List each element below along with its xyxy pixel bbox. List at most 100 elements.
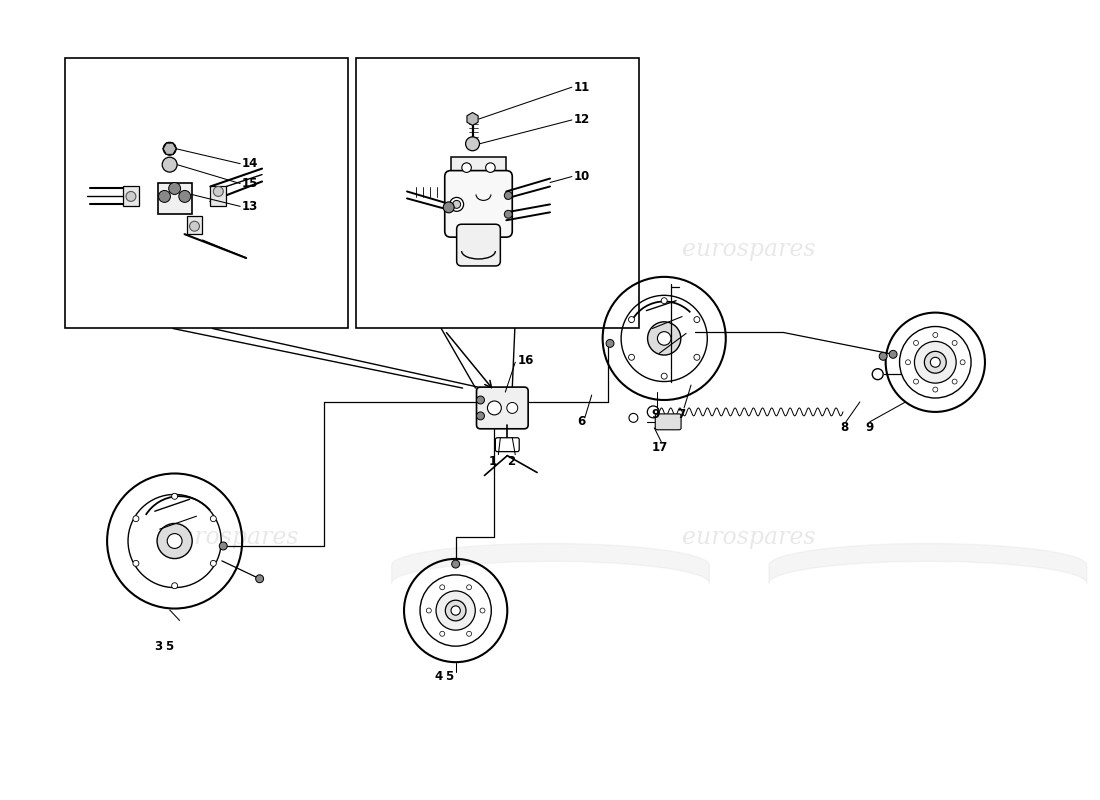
Text: 3: 3 — [155, 640, 163, 653]
Text: 11: 11 — [574, 81, 590, 94]
Text: 6: 6 — [576, 415, 585, 428]
Circle shape — [628, 317, 635, 322]
Text: 10: 10 — [574, 170, 590, 183]
Circle shape — [933, 333, 938, 338]
FancyBboxPatch shape — [444, 170, 513, 237]
Bar — [210, 186, 227, 206]
Circle shape — [914, 342, 956, 383]
Circle shape — [466, 631, 472, 636]
Circle shape — [694, 317, 700, 322]
Circle shape — [507, 402, 518, 414]
Text: 9: 9 — [651, 408, 660, 422]
Circle shape — [452, 560, 460, 568]
Circle shape — [476, 412, 484, 420]
Circle shape — [167, 534, 183, 549]
FancyBboxPatch shape — [495, 438, 519, 452]
Circle shape — [133, 516, 139, 522]
Text: 12: 12 — [574, 114, 590, 126]
Bar — [187, 216, 202, 234]
Text: 13: 13 — [242, 200, 258, 213]
Text: 14: 14 — [242, 157, 258, 170]
Circle shape — [476, 396, 484, 404]
Circle shape — [179, 190, 190, 202]
Circle shape — [168, 182, 180, 194]
Text: 8: 8 — [840, 422, 848, 434]
Circle shape — [450, 198, 463, 211]
Bar — [451, 157, 506, 178]
Circle shape — [440, 585, 444, 590]
Circle shape — [872, 369, 883, 380]
Text: eurospares: eurospares — [165, 238, 299, 261]
Circle shape — [465, 137, 480, 150]
Circle shape — [189, 222, 199, 231]
Circle shape — [172, 494, 177, 499]
Circle shape — [606, 339, 614, 347]
Text: 5: 5 — [444, 670, 453, 682]
Circle shape — [480, 608, 485, 613]
Circle shape — [453, 200, 461, 208]
FancyBboxPatch shape — [656, 414, 681, 430]
Bar — [356, 58, 639, 329]
Circle shape — [629, 414, 638, 422]
Circle shape — [451, 606, 460, 615]
Text: 1: 1 — [488, 455, 496, 468]
Circle shape — [163, 142, 176, 155]
Circle shape — [162, 157, 177, 172]
Circle shape — [648, 322, 681, 355]
Circle shape — [924, 351, 946, 373]
Text: eurospares: eurospares — [682, 238, 815, 261]
Circle shape — [443, 202, 454, 213]
Circle shape — [219, 542, 228, 550]
Text: 2: 2 — [507, 455, 516, 468]
Circle shape — [504, 210, 513, 218]
Circle shape — [466, 585, 472, 590]
Circle shape — [504, 191, 513, 199]
Circle shape — [658, 332, 671, 346]
Circle shape — [879, 352, 887, 360]
Circle shape — [462, 163, 471, 172]
Circle shape — [172, 582, 177, 589]
Circle shape — [487, 401, 502, 415]
Circle shape — [913, 341, 918, 346]
Text: 9: 9 — [866, 422, 874, 434]
Text: 15: 15 — [242, 177, 258, 190]
Circle shape — [446, 600, 466, 621]
Text: eurospares: eurospares — [165, 526, 299, 549]
FancyBboxPatch shape — [476, 387, 528, 429]
Bar — [65, 58, 349, 329]
Circle shape — [953, 341, 957, 346]
Circle shape — [133, 560, 139, 566]
Bar — [123, 186, 139, 206]
Circle shape — [436, 591, 475, 630]
Circle shape — [213, 186, 223, 197]
Circle shape — [486, 163, 495, 172]
Circle shape — [889, 350, 898, 358]
Circle shape — [661, 373, 668, 379]
Text: 17: 17 — [651, 441, 668, 454]
Circle shape — [913, 379, 918, 384]
Circle shape — [427, 608, 431, 613]
Circle shape — [126, 191, 136, 202]
Circle shape — [440, 631, 444, 636]
Circle shape — [960, 360, 965, 365]
Text: 7: 7 — [678, 408, 685, 422]
Circle shape — [905, 360, 911, 365]
Text: eurospares: eurospares — [682, 526, 815, 549]
Circle shape — [694, 354, 700, 360]
Circle shape — [933, 387, 938, 392]
Circle shape — [255, 574, 264, 582]
Circle shape — [210, 560, 217, 566]
Circle shape — [931, 358, 940, 367]
Circle shape — [158, 190, 170, 202]
Bar — [157, 182, 191, 214]
Text: 4: 4 — [434, 670, 442, 682]
Circle shape — [953, 379, 957, 384]
FancyBboxPatch shape — [456, 224, 501, 266]
Circle shape — [647, 406, 659, 418]
Text: 16: 16 — [517, 354, 534, 366]
Circle shape — [210, 516, 217, 522]
Circle shape — [661, 298, 668, 304]
Text: 5: 5 — [165, 640, 173, 653]
Circle shape — [157, 523, 192, 558]
Circle shape — [628, 354, 635, 360]
